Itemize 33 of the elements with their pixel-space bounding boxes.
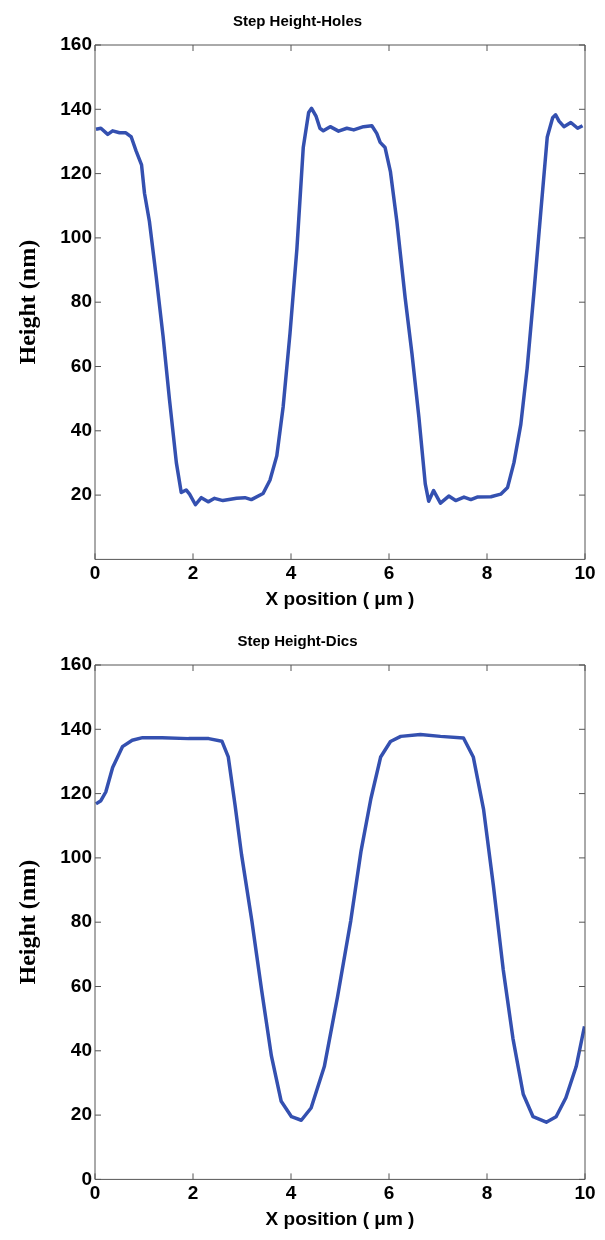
y-tick-label: 160 — [60, 33, 92, 55]
y-tick-label: 0 — [81, 1167, 92, 1189]
y-tick-label: 20 — [70, 1103, 92, 1125]
y-tick-label: 100 — [60, 846, 92, 868]
y-tick-label: 40 — [70, 419, 92, 441]
y-tick-label: 20 — [70, 483, 92, 505]
x-tick-label: 4 — [285, 1182, 297, 1204]
y-tick-label: 80 — [70, 290, 92, 312]
y-tick-label: 80 — [70, 910, 92, 932]
y-axis-title: Height (nm) — [13, 239, 40, 365]
x-axis-title: X position ( μm ) — [265, 587, 415, 609]
x-tick-label: 8 — [481, 562, 493, 584]
x-tick-label: 6 — [383, 1182, 395, 1204]
x-tick-label: 10 — [574, 1182, 596, 1204]
x-tick-label: 6 — [383, 562, 395, 584]
x-tick-label: 4 — [285, 562, 297, 584]
y-tick-label: 140 — [60, 717, 92, 739]
y-axis-title: Height (nm) — [13, 859, 40, 985]
x-tick-label: 10 — [574, 562, 596, 584]
y-tick-label: 120 — [60, 781, 92, 803]
chart-title: Step Height-Dics — [237, 632, 358, 650]
x-axis-title: X position ( μm ) — [265, 1207, 415, 1229]
y-tick-label: 40 — [70, 1039, 92, 1061]
y-tick-label: 160 — [60, 653, 92, 675]
y-tick-label: 140 — [60, 97, 92, 119]
x-tick-label: 2 — [187, 1182, 199, 1204]
y-tick-label: 120 — [60, 161, 92, 183]
x-tick-label: 2 — [187, 562, 199, 584]
y-tick-label: 60 — [70, 974, 92, 996]
y-tick-label: 60 — [70, 354, 92, 376]
y-tick-label: 100 — [60, 226, 92, 248]
chart-title: Step Height-Holes — [232, 12, 363, 30]
x-tick-label: 8 — [481, 1182, 493, 1204]
